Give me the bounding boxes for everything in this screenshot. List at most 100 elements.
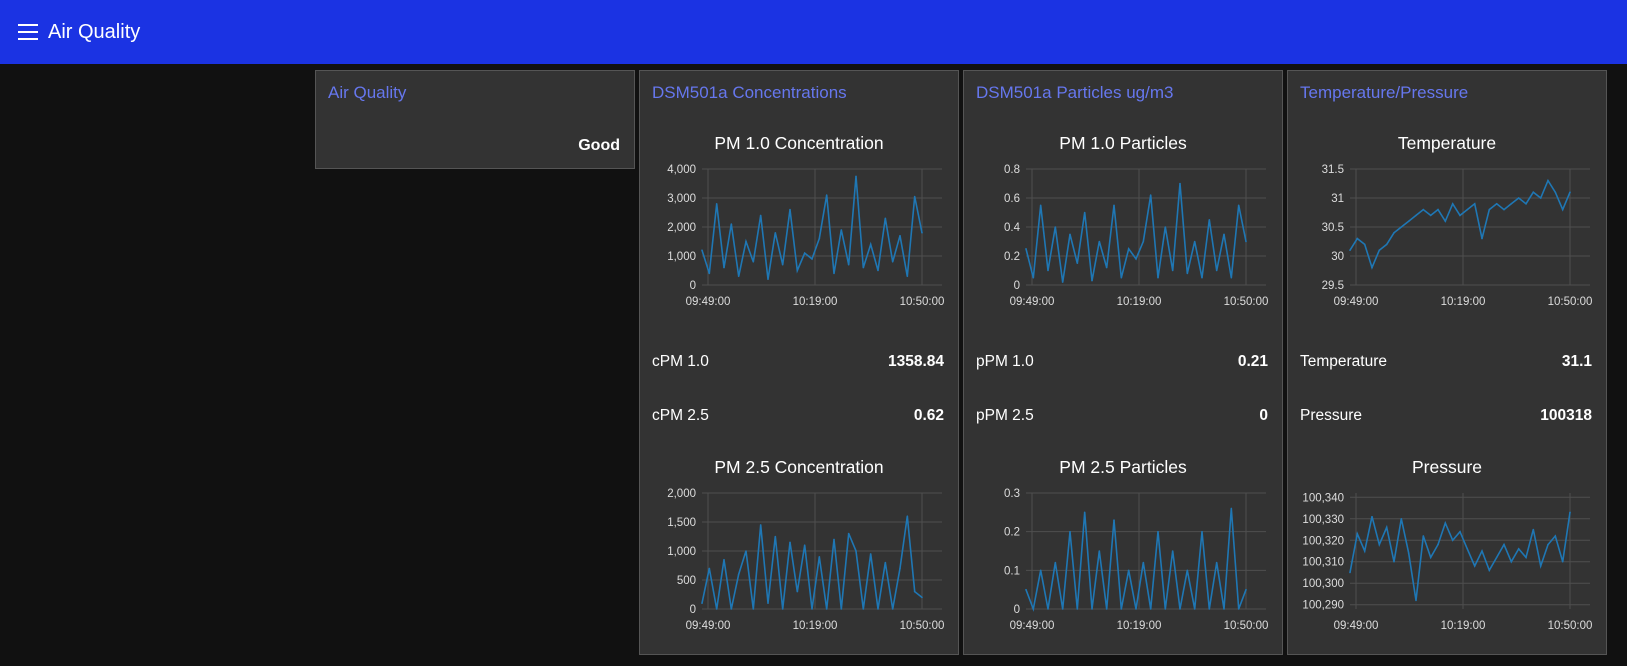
data-point: [752, 261, 755, 263]
data-point: [1061, 281, 1064, 283]
data-point: [1473, 565, 1476, 567]
series-line: [1349, 512, 1571, 601]
data-point: [796, 590, 799, 593]
y-tick-label: 0.2: [1004, 251, 1020, 263]
hamburger-menu-icon[interactable]: [18, 24, 38, 40]
data-point: [1525, 556, 1527, 559]
temperature-label: Temperature: [1300, 353, 1388, 370]
data-point: [774, 232, 777, 234]
data-point: [877, 269, 879, 272]
data-point: [796, 269, 799, 272]
data-point: [1371, 266, 1373, 269]
data-point: [818, 237, 821, 240]
data-point: [1349, 249, 1351, 251]
data-point: [730, 608, 733, 610]
data-point: [759, 524, 762, 526]
data-point: [1201, 276, 1203, 279]
data-point: [1356, 533, 1359, 535]
ppm10-value: 0.21: [1237, 353, 1268, 370]
cpm10-label: cPM 1.0: [652, 353, 709, 370]
data-point: [1415, 214, 1417, 217]
data-point: [1378, 249, 1381, 251]
ppm10-row: pPM 1.0 0.21: [976, 353, 1268, 371]
data-point: [1245, 240, 1247, 243]
data-point: [1208, 218, 1211, 221]
data-point: [789, 208, 791, 211]
data-point: [1025, 588, 1027, 591]
pm25-particles-chart-title: PM 2.5 Particles: [1059, 457, 1187, 477]
data-point: [723, 266, 725, 269]
data-point: [1069, 233, 1071, 236]
data-point: [1157, 530, 1159, 533]
data-point: [1400, 517, 1403, 520]
x-tick-label: 10:19:00: [793, 296, 838, 308]
data-point: [1149, 608, 1152, 610]
data-point: [1135, 258, 1137, 260]
data-point: [1525, 203, 1527, 205]
data-point: [730, 223, 733, 225]
y-tick-label: 1,500: [667, 517, 696, 529]
y-tick-label: 0.2: [1004, 527, 1020, 539]
data-point: [1407, 220, 1410, 222]
environment-card: Temperature/Pressure Temperature 29.5 30 3…: [1287, 70, 1607, 655]
data-point: [1495, 203, 1498, 205]
environment-card-title: Temperature/Pressure: [1300, 83, 1469, 102]
y-tick-label: 4,000: [667, 164, 696, 176]
air-quality-value: Good: [578, 137, 620, 154]
data-point: [1393, 232, 1395, 234]
data-point: [767, 278, 769, 280]
data-point: [1061, 608, 1064, 610]
data-point: [1539, 197, 1542, 199]
data-point: [1363, 243, 1366, 246]
y-tick-label: 100,300: [1302, 578, 1344, 590]
y-tick-label: 1,000: [667, 251, 696, 263]
data-point: [1488, 208, 1491, 211]
x-tick-label: 09:49:00: [1334, 620, 1379, 632]
data-point: [1451, 539, 1454, 542]
y-tick-label: 31.5: [1322, 164, 1344, 176]
data-point: [1208, 608, 1211, 610]
data-point: [1171, 550, 1174, 552]
data-point: [1481, 237, 1483, 240]
temperature-chart-title: Temperature: [1397, 133, 1497, 153]
data-point: [1083, 511, 1086, 514]
data-point: [1561, 208, 1564, 211]
data-point: [862, 608, 865, 610]
data-point: [1349, 571, 1351, 574]
data-point: [1076, 262, 1079, 265]
x-tick-label: 09:49:00: [686, 296, 731, 308]
y-tick-label: 100,310: [1302, 557, 1344, 569]
pressure-chart: 100,290 100,300 100,310 100,320 100,330 100,3…: [1302, 492, 1592, 632]
data-point: [1186, 569, 1189, 572]
data-point: [921, 232, 923, 234]
data-point: [1385, 243, 1388, 246]
data-point: [825, 608, 828, 610]
ppm10-label: pPM 1.0: [976, 353, 1034, 370]
data-point: [708, 272, 711, 275]
data-point: [1142, 240, 1145, 243]
data-point: [1039, 204, 1042, 207]
ppm25-value: 0: [1259, 407, 1268, 424]
data-point: [1098, 550, 1101, 552]
data-point: [1091, 279, 1093, 282]
y-tick-label: 3,000: [667, 193, 696, 205]
data-point: [1371, 515, 1373, 518]
data-point: [1437, 543, 1439, 546]
data-point: [1363, 550, 1366, 552]
cpm25-row: cPM 2.5 0.62: [652, 407, 944, 425]
data-point: [1105, 608, 1108, 610]
y-tick-label: 30: [1331, 251, 1344, 263]
data-point: [1098, 240, 1101, 243]
pressure-value: 100318: [1540, 407, 1592, 424]
data-point: [855, 550, 857, 552]
data-point: [1466, 208, 1469, 211]
data-point: [891, 608, 894, 610]
data-point: [752, 608, 755, 610]
data-point: [1510, 560, 1513, 563]
x-tick-label: 10:50:00: [1224, 296, 1269, 308]
temperature-value: 31.1: [1561, 353, 1592, 370]
data-point: [1569, 511, 1571, 514]
data-point: [723, 558, 725, 561]
cpm25-value: 0.62: [913, 407, 944, 424]
data-point: [1179, 182, 1181, 185]
